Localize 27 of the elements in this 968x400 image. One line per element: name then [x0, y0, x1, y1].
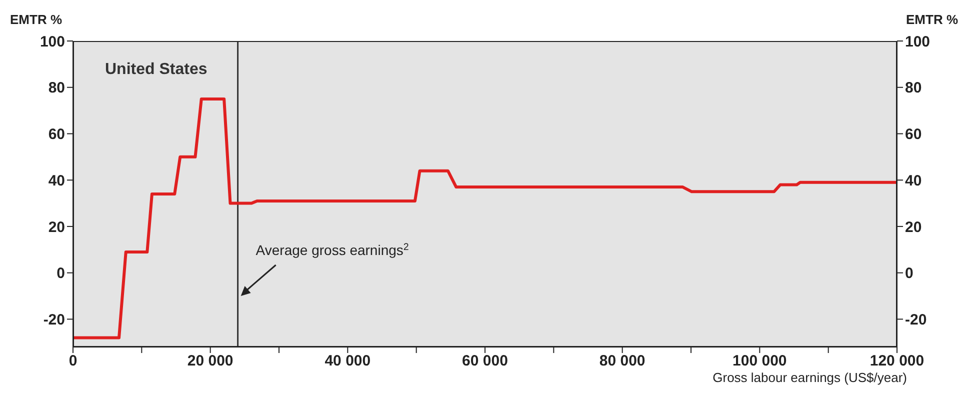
- y-tick-label: 20: [48, 218, 65, 236]
- x-axis-title: Gross labour earnings (US$/year): [712, 370, 907, 385]
- y2-tick-label: 60: [905, 126, 922, 144]
- y-tick-label: 100: [40, 33, 65, 50]
- y2-tick-label: 80: [905, 80, 922, 97]
- x-tick-label: 20 000: [187, 352, 234, 370]
- y-tick-label: 60: [48, 126, 65, 144]
- text: United States: [105, 61, 208, 79]
- y-tick-label: 80: [48, 80, 65, 97]
- ref-line-label: Average gross earnings$^{2}$: [256, 242, 409, 258]
- line-series: [73, 97, 897, 340]
- y2-axis-title: EMTR %: [906, 12, 958, 27]
- y2-tick-label: 40: [905, 172, 922, 190]
- y-axis-title: EMTR %: [10, 12, 62, 27]
- y2-tick-label: -20: [905, 312, 927, 329]
- x-tick-label: 40 000: [324, 352, 371, 370]
- x-tick-label: 120 000: [870, 352, 924, 370]
- x-tick-label: 100 000: [732, 352, 787, 370]
- y2-tick-label: 0: [905, 265, 914, 282]
- x-tick-label: 60 000: [462, 352, 508, 370]
- y2-tick-label: 100: [905, 33, 930, 50]
- y-tick-label: -20: [43, 312, 65, 329]
- x-tick-label: 0: [68, 352, 78, 370]
- y-tick-label: 40: [48, 172, 65, 190]
- y2-tick-label: 20: [905, 218, 922, 236]
- y-tick-label: 0: [56, 265, 65, 282]
- x-tick-label: 80 000: [599, 352, 646, 370]
